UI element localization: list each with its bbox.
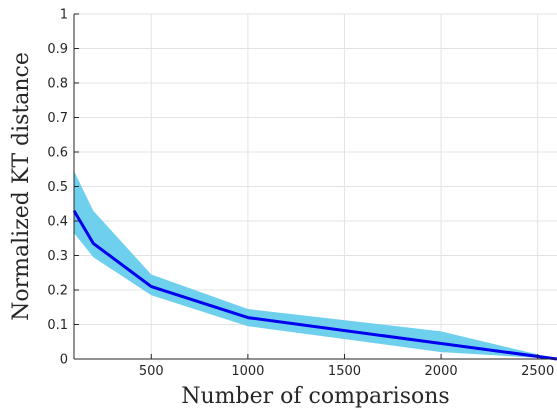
y-axis-label: Normalized KT distance xyxy=(9,52,34,321)
y-tick-label: 0.6 xyxy=(47,146,68,161)
y-tick-label: 0.2 xyxy=(47,284,68,299)
x-axis-ticks: 500 1000 1500 2000 2500 xyxy=(139,354,554,379)
y-tick-label: 0.8 xyxy=(47,77,68,92)
y-tick-label: 0.5 xyxy=(47,180,68,195)
y-tick-label: 0.1 xyxy=(47,318,68,333)
y-tick-label: 0.9 xyxy=(47,42,68,57)
x-tick-label: 1000 xyxy=(231,364,264,379)
x-tick-label: 2000 xyxy=(425,364,458,379)
y-tick-label: 0.4 xyxy=(47,215,68,230)
series-line xyxy=(72,209,557,361)
y-tick-label: 0.7 xyxy=(47,111,68,126)
y-axis-ticks: 0 0.1 0.2 0.3 0.4 0.5 0.6 0.7 0.8 0.9 1 xyxy=(47,8,79,368)
x-axis-label: Number of comparisons xyxy=(181,384,449,408)
grid xyxy=(74,13,557,360)
y-tick-label: 0.3 xyxy=(47,249,68,264)
x-tick-label: 1500 xyxy=(328,364,361,379)
x-tick-label: 2500 xyxy=(521,364,554,379)
y-tick-label: 1 xyxy=(60,8,68,23)
y-tick-label: 0 xyxy=(60,353,68,368)
x-tick-label: 500 xyxy=(139,364,164,379)
confidence-band xyxy=(74,171,557,359)
